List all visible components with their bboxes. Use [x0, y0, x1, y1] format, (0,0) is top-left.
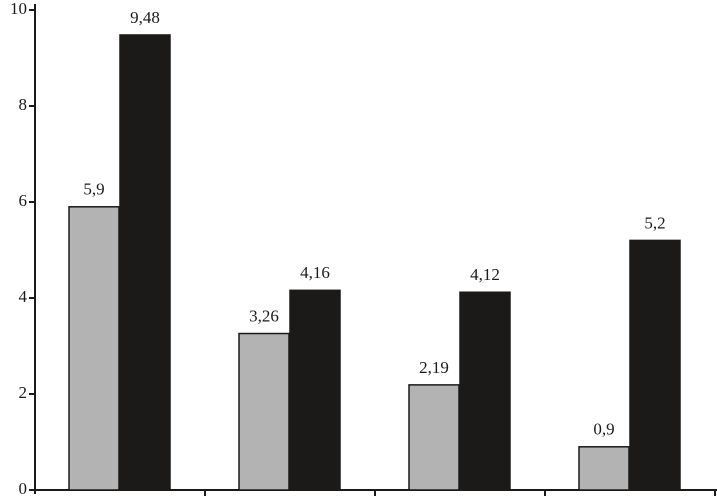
bar: [578, 446, 630, 491]
value-label: 0,9: [593, 420, 614, 439]
bar: [68, 206, 120, 491]
bar: [119, 34, 171, 491]
y-tick-label: 8: [19, 95, 28, 114]
bar: [408, 384, 460, 491]
y-tick-label: 4: [19, 287, 28, 306]
value-label: 4,16: [300, 263, 330, 282]
y-tick-label: 0: [19, 479, 28, 497]
value-label: 4,12: [470, 265, 500, 284]
y-tick-label: 6: [19, 191, 28, 210]
bar: [289, 289, 341, 491]
value-label: 5,2: [644, 213, 665, 232]
value-label: 2,19: [419, 358, 449, 377]
value-label: 5,9: [83, 180, 104, 199]
bar: [629, 239, 681, 491]
value-label: 9,48: [130, 8, 160, 27]
bar: [459, 291, 511, 491]
bar: [238, 332, 290, 491]
y-tick-label: 10: [10, 0, 27, 18]
y-tick-label: 2: [19, 383, 28, 402]
value-label: 3,26: [249, 306, 279, 325]
